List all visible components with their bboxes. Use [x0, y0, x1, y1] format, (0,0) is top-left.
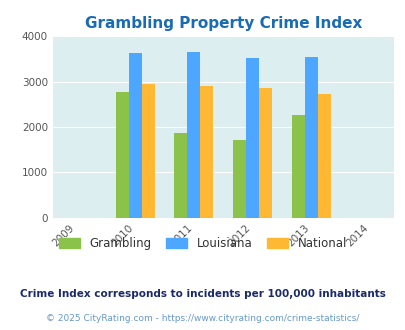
Bar — [141, 84, 154, 218]
Bar — [245, 58, 258, 218]
Bar — [304, 57, 317, 218]
Bar — [115, 92, 128, 218]
Bar — [174, 133, 187, 218]
Bar — [200, 86, 213, 218]
Bar — [317, 94, 330, 218]
Bar — [187, 52, 200, 218]
Title: Grambling Property Crime Index: Grambling Property Crime Index — [84, 16, 361, 31]
Bar — [291, 115, 304, 218]
Bar — [233, 140, 245, 218]
Text: Crime Index corresponds to incidents per 100,000 inhabitants: Crime Index corresponds to incidents per… — [20, 289, 385, 299]
Legend: Grambling, Louisiana, National: Grambling, Louisiana, National — [54, 232, 351, 255]
Bar — [128, 52, 141, 218]
Bar — [258, 88, 271, 218]
Text: © 2025 CityRating.com - https://www.cityrating.com/crime-statistics/: © 2025 CityRating.com - https://www.city… — [46, 314, 359, 323]
